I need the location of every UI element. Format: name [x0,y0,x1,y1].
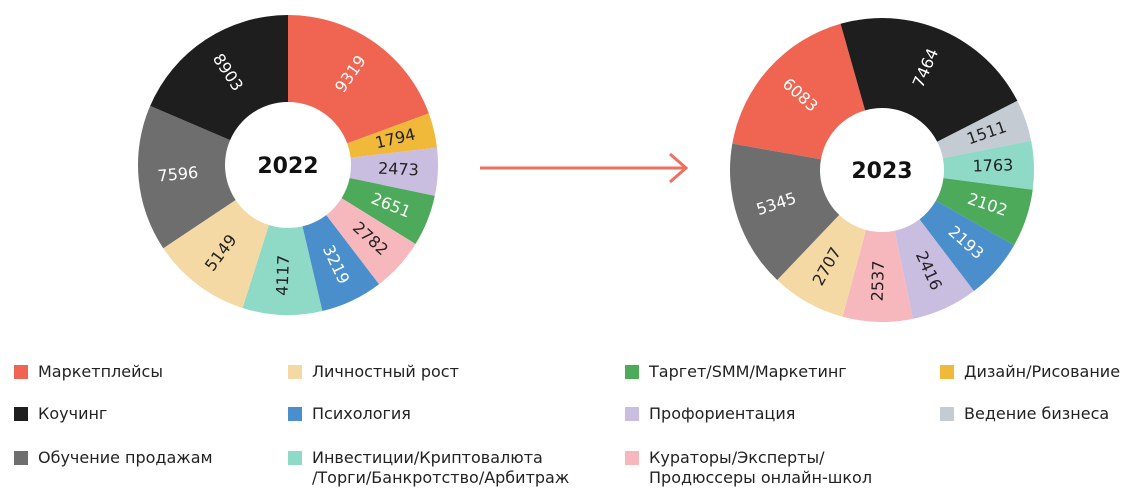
slice [341,177,435,244]
slice [288,15,429,144]
slice-label: 4117 [272,255,293,296]
legend-item: Кураторы/Эксперты/ Продюссеры онлайн-шко… [625,448,872,488]
legend-item: Ведение бизнеса [940,404,1109,424]
legend-item: Коучинг [14,404,107,424]
slice [942,140,1034,190]
legend-swatch [14,365,28,379]
legend-label: Инвестиции/Криптовалюта /Торги/Банкротст… [312,448,570,487]
slice-label: 7596 [157,163,199,186]
legend-swatch [288,365,302,379]
legend-label: Кураторы/Эксперты/ Продюссеры онлайн-шко… [649,448,873,487]
legend-swatch [625,451,639,465]
legend-item: Дизайн/Рисование [940,362,1120,382]
slice [302,215,380,312]
slice [919,200,1015,292]
slice [163,199,269,308]
slice-label: 2473 [378,159,420,180]
slice [777,214,866,317]
legend-label: Психология [312,404,411,423]
slice [150,15,288,141]
legend-label: Ведение бизнеса [964,404,1110,423]
legend-swatch [288,451,302,465]
legend-label: Дизайн/Рисование [964,362,1121,381]
slice [937,100,1032,159]
legend-swatch [940,365,954,379]
legend-label: Профориентация [649,404,796,423]
legend-item: Личностный рост [288,362,459,382]
legend-swatch [288,407,302,421]
legend-item: Обучение продажам [14,448,213,468]
slice [349,147,438,196]
legend-label: Таргет/SMM/Маркетинг [649,362,847,381]
legend-item: Маркетплейсы [14,362,163,382]
chart-title: 2023 [851,159,912,184]
legend-label: Личностный рост [312,362,459,381]
slice [935,178,1033,246]
slice [732,23,866,160]
slice [730,143,840,281]
legend-swatch [940,407,954,421]
slice-label: 2537 [868,260,888,301]
legend-item: Инвестиции/Криптовалюта /Торги/Банкротст… [288,448,569,488]
chart-title: 2022 [257,154,318,179]
legend-item: Психология [288,404,411,424]
slice [242,225,323,316]
slice-label: 1763 [972,155,1013,175]
slice [840,18,1018,142]
slice [347,113,437,158]
legend-swatch [14,451,28,465]
legend-item: Профориентация [625,404,795,424]
slice [842,229,913,323]
slice [894,219,974,319]
arrow-head [669,152,689,184]
legend-swatch [14,407,28,421]
legend-label: Обучение продажам [38,448,213,467]
legend-label: Коучинг [38,404,108,423]
legend-swatch [625,365,639,379]
slice [137,105,236,249]
legend-swatch [625,407,639,421]
legend-label: Маркетплейсы [38,362,163,381]
slice [326,198,416,285]
legend-item: Таргет/SMM/Маркетинг [625,362,847,382]
charts: 9319179424732651278232194117514975968903… [137,15,1034,323]
